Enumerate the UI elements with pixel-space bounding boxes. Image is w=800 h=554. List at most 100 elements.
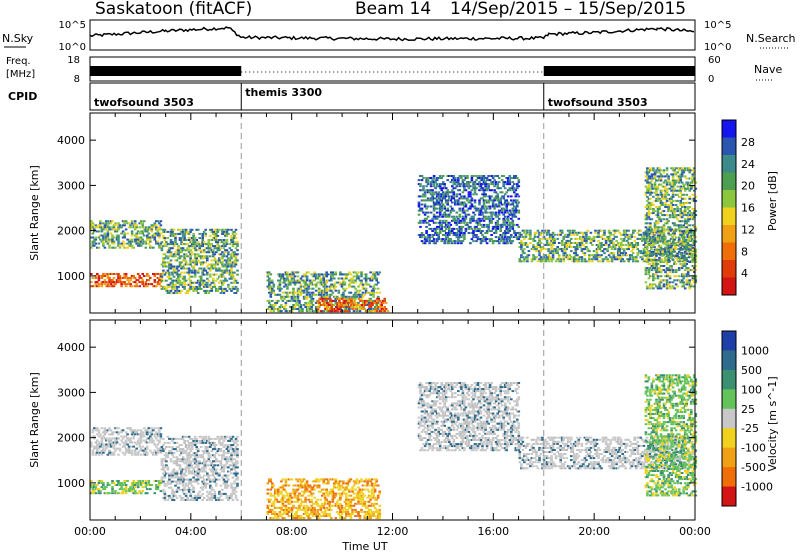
power-cell-4477 bbox=[680, 258, 684, 261]
velocity-cell-38 bbox=[99, 445, 102, 448]
power-cell-3424 bbox=[609, 252, 612, 255]
power-cell-2121 bbox=[431, 219, 434, 222]
power-cell-883 bbox=[204, 234, 207, 237]
power-cell-4557 bbox=[685, 279, 688, 282]
power-cell-4307 bbox=[670, 242, 673, 245]
velocity-cell-189 bbox=[136, 439, 140, 442]
power-cell-3405 bbox=[604, 244, 608, 246]
power-cell-693 bbox=[184, 230, 188, 233]
power-cell-2946 bbox=[511, 207, 515, 210]
power-cell-2806 bbox=[497, 209, 501, 212]
power-cell-1045 bbox=[222, 289, 226, 292]
power-cell-1848 bbox=[375, 283, 378, 286]
power-cell-3054 bbox=[527, 233, 531, 236]
power-cell-3364 bbox=[595, 235, 599, 238]
power-cell-502 bbox=[168, 289, 171, 292]
power-cell-3880 bbox=[646, 208, 649, 210]
power-cell-3152 bbox=[550, 260, 553, 263]
power-cell-797 bbox=[195, 249, 198, 252]
power-cell-738 bbox=[189, 230, 192, 233]
power-cell-1205 bbox=[268, 281, 271, 284]
power-cell-4414 bbox=[676, 175, 679, 178]
power-cell-1175 bbox=[234, 243, 238, 246]
power-cell-1043 bbox=[221, 228, 224, 231]
power-cell-202 bbox=[138, 222, 141, 225]
power-cell-1017 bbox=[219, 275, 223, 278]
power-cell-2284 bbox=[446, 240, 449, 243]
power-cell-2804 bbox=[497, 213, 501, 216]
power-cell-3572 bbox=[639, 229, 643, 232]
power-cell-3346 bbox=[592, 256, 596, 259]
power-cell-1098 bbox=[227, 257, 230, 260]
power-cell-2419 bbox=[458, 209, 462, 212]
power-cell-2938 bbox=[511, 227, 515, 230]
power-cell-3208 bbox=[562, 258, 565, 261]
power-cell-1129 bbox=[230, 234, 233, 237]
power-cell-2563 bbox=[473, 201, 477, 204]
power-cell-2399 bbox=[457, 217, 460, 220]
power-cell-3752 bbox=[678, 231, 682, 234]
power-cell-2390 bbox=[455, 193, 459, 196]
power-cell-168 bbox=[130, 230, 134, 233]
power-cell-2674 bbox=[484, 195, 487, 198]
power-cell-2867 bbox=[503, 199, 507, 202]
power-cell-1475 bbox=[313, 283, 316, 286]
power-cell-1955 bbox=[360, 304, 364, 306]
power-cell-670 bbox=[183, 263, 186, 266]
power-cell-2217 bbox=[438, 183, 442, 186]
power-cell-3227 bbox=[565, 242, 568, 244]
power-cell-3148 bbox=[548, 242, 552, 244]
velocity-cells bbox=[90, 374, 698, 520]
power-cell-4657 bbox=[691, 252, 695, 255]
power-cell-194 bbox=[136, 236, 140, 239]
power-cell-508 bbox=[168, 271, 171, 274]
power-cell-1520 bbox=[320, 289, 324, 292]
power-cell-371 bbox=[124, 275, 128, 277]
velocity-cell-9 bbox=[93, 447, 96, 450]
power-cell-2686 bbox=[485, 225, 489, 228]
power-cell-1850 bbox=[375, 277, 378, 280]
power-cell-3956 bbox=[650, 258, 654, 261]
power-cell-1453 bbox=[310, 308, 313, 310]
power-cell-1076 bbox=[225, 289, 229, 292]
power-cell-1609 bbox=[334, 297, 338, 300]
power-cell-46 bbox=[102, 242, 105, 245]
power-cell-2159 bbox=[434, 203, 437, 206]
power-cell-3526 bbox=[629, 237, 632, 240]
power-cell-4231 bbox=[665, 254, 669, 257]
power-cell-983 bbox=[215, 230, 218, 233]
power-cell-338 bbox=[111, 281, 114, 284]
power-cell-2791 bbox=[496, 205, 499, 208]
power-cell-2465 bbox=[463, 217, 466, 220]
power-cell-1338 bbox=[292, 308, 295, 310]
power-cell-4563 bbox=[685, 256, 688, 259]
power-cell-1151 bbox=[233, 277, 236, 280]
power-cell-1164 bbox=[234, 292, 238, 294]
power-cell-4061 bbox=[656, 275, 660, 278]
power-cell-534 bbox=[169, 228, 173, 231]
power-cell-317 bbox=[103, 283, 107, 286]
power-cell-4522 bbox=[682, 201, 685, 204]
power-cell-3048 bbox=[526, 244, 529, 246]
power-cell-717 bbox=[187, 247, 191, 250]
power-cell-1822 bbox=[372, 310, 375, 313]
power-cell-3058 bbox=[529, 233, 532, 236]
power-cell-1039 bbox=[221, 245, 224, 248]
power-cell-599 bbox=[177, 279, 180, 282]
power-cell-3435 bbox=[610, 242, 614, 244]
power-cell-4426 bbox=[677, 228, 681, 231]
power-cell-2156 bbox=[434, 217, 437, 220]
power-cell-1442 bbox=[307, 285, 310, 288]
power-cell-3874 bbox=[646, 228, 649, 231]
power-cell-196 bbox=[138, 244, 141, 247]
power-cell-4283 bbox=[668, 269, 672, 272]
power-cell-4643 bbox=[690, 212, 693, 215]
power-cell-3523 bbox=[629, 254, 632, 257]
power-cell-3185 bbox=[556, 246, 559, 248]
power-cell-3950 bbox=[649, 167, 652, 170]
power-cell-1445 bbox=[308, 308, 312, 310]
power-cell-1141 bbox=[231, 243, 235, 246]
power-cell-4724 bbox=[694, 181, 698, 184]
power-cell-2438 bbox=[460, 201, 463, 204]
power-cell-760 bbox=[192, 267, 195, 270]
